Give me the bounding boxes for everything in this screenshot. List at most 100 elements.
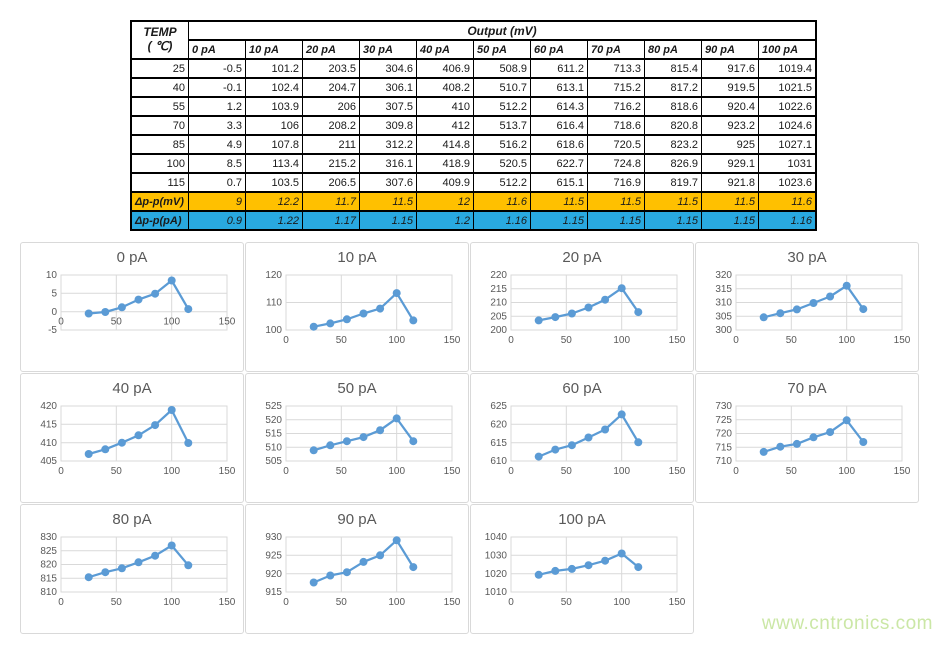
svg-text:310: 310 [715,298,732,309]
svg-text:120: 120 [265,270,282,281]
svg-text:100: 100 [388,597,405,608]
output-value-cell: 306.1 [359,77,417,98]
delta-pa-cell: 1.15 [644,210,702,231]
svg-text:150: 150 [219,597,236,608]
chart-plot: 810 815 820 825 830 0 50 100 150 [40,532,236,608]
output-value-cell: 614.3 [530,96,588,117]
output-value-cell: 412 [416,115,474,136]
svg-text:820: 820 [40,560,57,571]
delta-pa-cell: 1.2 [416,210,474,231]
temp-value-cell: 70 [130,115,189,136]
svg-text:520: 520 [265,415,282,426]
output-value-cell: 410 [416,96,474,117]
svg-text:50: 50 [336,335,348,346]
svg-text:825: 825 [40,546,57,557]
current-column-header: 100 pA [758,39,817,60]
delta-mv-cell: 12.2 [245,191,303,212]
output-value-cell: 925 [701,134,759,155]
watermark: www.cntronics.com [761,613,933,634]
table-header-row-1: TEMP( ℃) Output (mV) [130,20,817,60]
output-value-cell: 920.4 [701,96,759,117]
chart-40-pa: 40 pA 405 410 415 420 0 50 100 150 [20,373,244,503]
svg-text:100: 100 [163,466,180,477]
current-column-header: 60 pA [530,39,588,60]
svg-text:0: 0 [283,466,289,477]
output-value-cell: 929.1 [701,153,759,174]
output-value-cell: 615.1 [530,172,588,193]
svg-text:100: 100 [613,597,630,608]
chart-plot: 200 205 210 215 220 0 50 100 150 [490,270,686,346]
svg-text:150: 150 [669,335,686,346]
svg-text:50: 50 [111,317,123,328]
svg-text:615: 615 [490,438,507,449]
delta-pa-cell: 0.9 [188,210,246,231]
svg-text:150: 150 [894,466,911,477]
output-value-cell: 206 [302,96,360,117]
output-value-cell: 316.1 [359,153,417,174]
temp-header-line2: ( ℃) [147,39,173,53]
svg-text:150: 150 [219,317,236,328]
svg-text:50: 50 [561,466,573,477]
table-row: 100 8.5 113.4 215.2 316.1 418.9 520.5 622.7 724.… [130,153,817,174]
output-value-cell: 520.5 [473,153,531,174]
chart-title: 10 pA [337,249,377,266]
svg-text:925: 925 [265,551,282,562]
chart-plot: 100 110 120 0 50 100 150 [265,270,460,346]
output-value-cell: 418.9 [416,153,474,174]
svg-text:100: 100 [163,317,180,328]
current-column-header: 70 pA [587,39,645,60]
svg-text:210: 210 [490,298,507,309]
output-value-cell: 1031 [758,153,817,174]
chart-90-pa: 90 pA 915 920 925 930 0 50 100 150 [245,504,469,634]
svg-text:100: 100 [388,466,405,477]
output-value-cell: 1024.6 [758,115,817,136]
output-value-cell: 826.9 [644,153,702,174]
output-value-cell: 1019.4 [758,58,817,79]
svg-text:0: 0 [58,466,64,477]
table-body: 25 -0.5 101.2 203.5 304.6 406.9 508.9 611.2 713.… [130,58,817,231]
svg-text:50: 50 [111,597,123,608]
chart-0-pa: 0 pA -5 0 5 10 0 50 100 150 [20,242,244,372]
output-value-cell: 616.4 [530,115,588,136]
svg-text:100: 100 [388,335,405,346]
output-value-cell: 103.9 [245,96,303,117]
output-value-cell: 618.6 [530,134,588,155]
svg-text:0: 0 [508,597,514,608]
svg-text:0: 0 [283,335,289,346]
svg-text:110: 110 [266,298,282,309]
table-row: 115 0.7 103.5 206.5 307.6 409.9 512.2 615.1 716.… [130,172,817,193]
chart-plot: 610 615 620 625 0 50 100 150 [490,401,685,477]
svg-text:0: 0 [58,317,64,328]
svg-text:710: 710 [715,456,732,467]
svg-text:220: 220 [490,270,507,281]
table-row: 85 4.9 107.8 211 312.2 414.8 516.2 618.6 720.5 82… [130,134,817,155]
output-value-cell: 921.8 [701,172,759,193]
svg-text:150: 150 [444,597,461,608]
temp-header-line1: TEMP [143,25,177,40]
chart-title: 50 pA [337,380,377,397]
current-column-header: 90 pA [701,39,759,60]
output-value-cell: 203.5 [302,58,360,79]
current-column-header: 30 pA [359,39,417,60]
chart-100-pa: 100 pA 1010 1020 1030 1040 0 50 100 150 [470,504,694,634]
svg-text:150: 150 [669,597,686,608]
svg-text:0: 0 [283,597,289,608]
output-value-cell: 1023.6 [758,172,817,193]
delta-mv-cell: 11.5 [644,191,702,212]
output-value-cell: 823.2 [644,134,702,155]
output-value-cell: 414.8 [416,134,474,155]
chart-60-pa: 60 pA 610 615 620 625 0 50 100 150 [470,373,694,503]
output-value-cell: 820.8 [644,115,702,136]
output-value-cell: 510.7 [473,77,531,98]
chart-20-pa: 20 pA 200 205 210 215 220 0 50 100 150 [470,242,694,372]
svg-text:300: 300 [715,325,732,336]
output-value-cell: 713.3 [587,58,645,79]
output-value-cell: 611.2 [530,58,588,79]
delta-mv-row: Δp-p(mV) 9 12.2 11.7 11.5 12 11.6 11.5 11.5 11.5 1… [130,191,817,212]
chart-plot: 710 715 720 725 730 0 50 100 150 [715,401,911,477]
output-value-cell: 3.3 [188,115,246,136]
output-value-cell: 512.2 [473,96,531,117]
chart-plot: 505 510 515 520 525 0 50 100 150 [265,401,460,477]
svg-text:50: 50 [786,466,798,477]
output-value-cell: 307.5 [359,96,417,117]
